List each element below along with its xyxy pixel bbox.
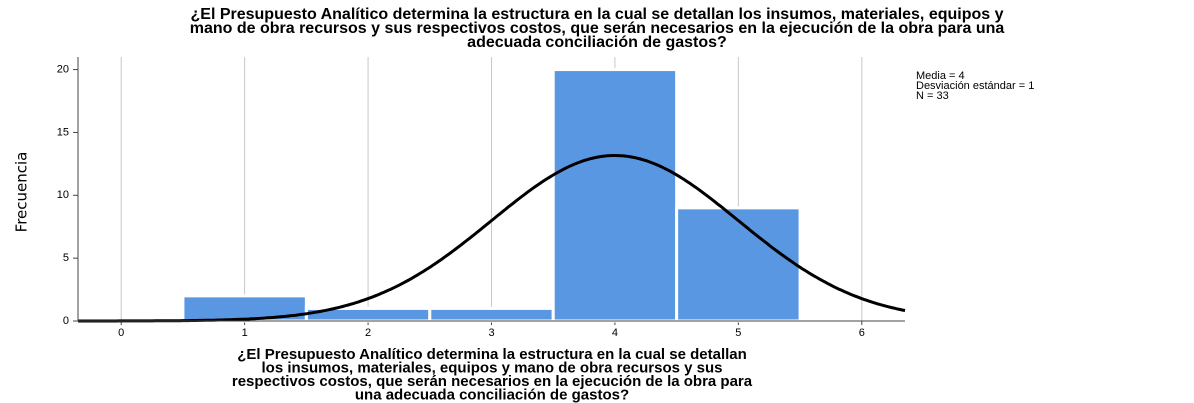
bar [551,68,679,323]
bar [428,306,555,323]
x-tick-label: 5 [735,327,741,339]
x-tick-label: 1 [242,327,248,339]
x-tick-label: 6 [859,327,865,339]
chart-title: mano de obra recursos y sus respectivos … [190,20,1005,37]
x-axis-label: los insumos, materiales, equipos y mano … [262,359,723,376]
x-axis-label: respectivos costos, que serán necesarios… [232,373,753,390]
normal-curve [78,154,906,323]
y-tick-label: 20 [57,63,69,75]
annotation: Desviación estándar = 1 [916,80,1034,92]
y-tick-label: 10 [57,189,69,201]
y-tick-label: 15 [57,126,69,138]
x-axis-label: una adecuada conciliación de gastos? [355,386,629,403]
y-tick-label: 0 [63,315,69,327]
x-tick-label: 4 [612,327,618,339]
bar [675,206,802,323]
y-axis-label: Frecuencia [13,152,31,233]
x-tick-label: 2 [365,327,371,339]
x-axis-label: ¿El Presupuesto Analítico determina la e… [237,346,747,363]
chart-title: adecuada conciliación de gastos? [467,34,727,51]
y-tick-label: 5 [63,252,69,264]
chart-title: ¿El Presupuesto Analítico determina la e… [191,6,1004,23]
annotation: Media = 4 [916,70,965,82]
x-tick-label: 0 [118,327,124,339]
x-tick-label: 3 [488,327,494,339]
annotation: N = 33 [916,90,949,102]
